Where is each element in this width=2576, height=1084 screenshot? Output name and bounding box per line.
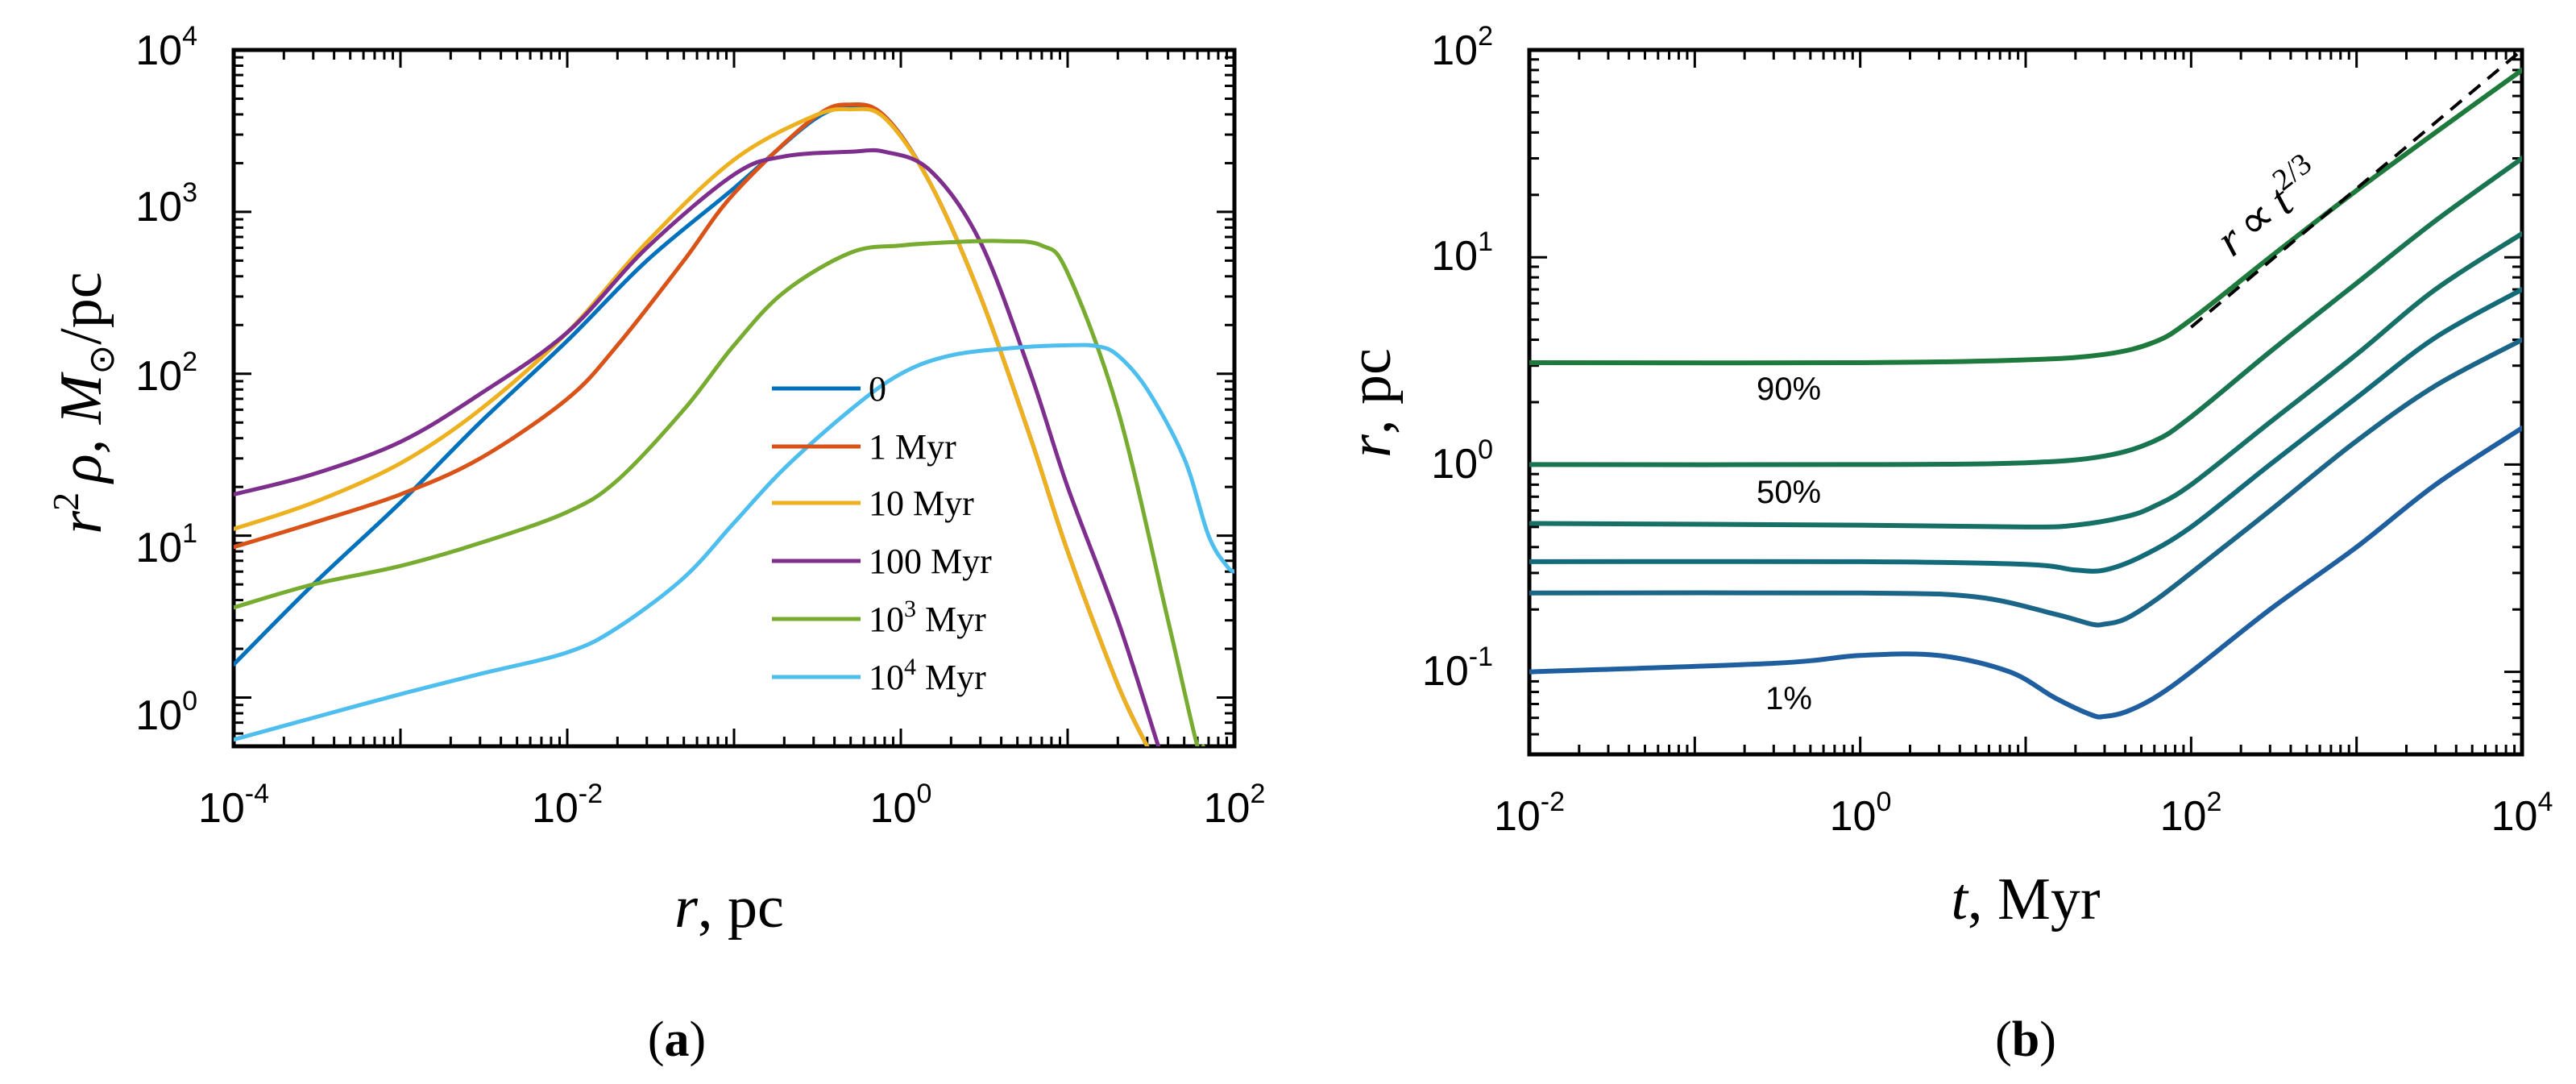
- panel-a: 10-4 10-2 100 102 100 101 102 103 104 r,…: [45, 21, 1265, 1067]
- label-50-percent: 50%: [1757, 475, 1821, 510]
- series-line: [1529, 337, 2522, 628]
- series-lines-b: [1529, 50, 2522, 720]
- legend-label: 1 Myr: [869, 427, 956, 467]
- series-line: [1529, 156, 2522, 467]
- x-tick-label: 102: [2160, 787, 2222, 840]
- legend-label: 10 Myr: [869, 484, 974, 523]
- plot-area-b: [1527, 48, 2524, 757]
- series-line: [1529, 426, 2522, 720]
- x-axis-label-a: r, pc: [674, 874, 784, 941]
- y-tick-label: 103: [135, 177, 197, 231]
- series-line: [234, 106, 1150, 746]
- y-axis-label-a: r2ρ, M⊙/pc: [45, 272, 122, 534]
- axis-ticks-a: [232, 48, 1236, 748]
- x-axis-label-b: t, Myr: [1951, 866, 2100, 932]
- panel-label-b: (b): [1995, 1012, 2056, 1067]
- series-line: [234, 239, 1205, 746]
- panel-label-a: (a): [648, 1012, 706, 1067]
- y-tick-label: 101: [135, 518, 197, 571]
- legend-label: 104 Myr: [869, 654, 986, 697]
- legend-a: 0 1 Myr 10 Myr 100 Myr 103 Myr 104 Myr: [772, 369, 992, 697]
- x-tick-label: 104: [2491, 787, 2553, 840]
- y-tick-label: 104: [135, 21, 197, 74]
- series-line: [1529, 287, 2522, 574]
- series-line: [1529, 231, 2522, 530]
- panel-b: 10-2 100 102 104 10-1 100 101 102 t, Myr…: [1338, 21, 2553, 1067]
- label-1-percent: 1%: [1765, 681, 1812, 716]
- y-tick-label: 101: [1431, 226, 1493, 280]
- y-tick-label: 10-1: [1422, 642, 1493, 695]
- label-90-percent: 90%: [1757, 372, 1821, 407]
- series-line: [234, 343, 1234, 742]
- legend-label: 0: [869, 369, 886, 409]
- y-tick-label: 100: [1431, 434, 1493, 488]
- x-tick-label: 100: [870, 779, 932, 832]
- x-tick-label: 102: [1204, 779, 1266, 832]
- x-tick-label: 10-2: [532, 779, 603, 832]
- x-tick-label: 100: [1830, 787, 1892, 840]
- axis-ticks-b: [1528, 48, 2524, 756]
- series-lines-a: [234, 102, 1234, 746]
- plot-area-a: [231, 48, 1237, 749]
- y-tick-label: 100: [135, 686, 197, 739]
- x-tick-label: 10-2: [1494, 787, 1565, 840]
- legend-label: 103 Myr: [869, 596, 986, 639]
- x-tick-label: 10-4: [198, 779, 269, 832]
- legend-label: 100 Myr: [869, 542, 992, 581]
- y-tick-label: 102: [1431, 21, 1493, 74]
- series-line: [1529, 67, 2522, 366]
- y-tick-label: 102: [135, 347, 197, 400]
- y-axis-label-b: r, pc: [1338, 348, 1404, 458]
- series-line: [234, 147, 1161, 746]
